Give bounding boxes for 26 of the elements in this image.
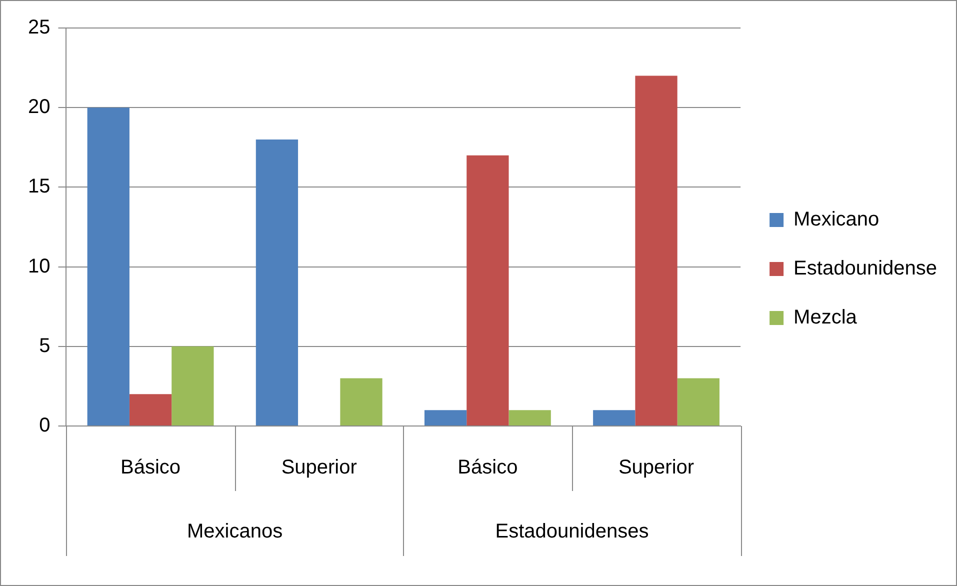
y-tick-label: 25: [28, 16, 50, 39]
x-tick-label: Básico: [120, 456, 181, 479]
bar: [677, 378, 720, 426]
x-tick-label: Básico: [458, 456, 518, 479]
x-tick-label: Superior: [281, 456, 358, 479]
bar: [466, 155, 509, 426]
bar: [635, 76, 678, 426]
bar: [172, 346, 214, 426]
bar: [256, 139, 298, 426]
bar: [87, 108, 130, 426]
legend-label: Mezcla: [794, 306, 858, 329]
bar: [593, 410, 636, 426]
bar: [424, 410, 467, 426]
y-tick-label: 10: [28, 255, 50, 278]
x-tick-label: Superior: [618, 456, 694, 479]
y-tick-label: 5: [39, 334, 50, 357]
bar: [129, 394, 172, 426]
y-tick-label: 0: [39, 414, 50, 437]
bar: [508, 410, 551, 426]
legend-label: Estadounidense: [794, 258, 938, 280]
bar: [340, 378, 382, 426]
text: Mexicanos: [187, 520, 283, 543]
legend-label: Mexicano: [794, 208, 880, 231]
y-tick-label: 15: [28, 176, 50, 198]
text: Estadounidenses: [495, 520, 649, 543]
y-tick-label: 20: [28, 96, 50, 118]
